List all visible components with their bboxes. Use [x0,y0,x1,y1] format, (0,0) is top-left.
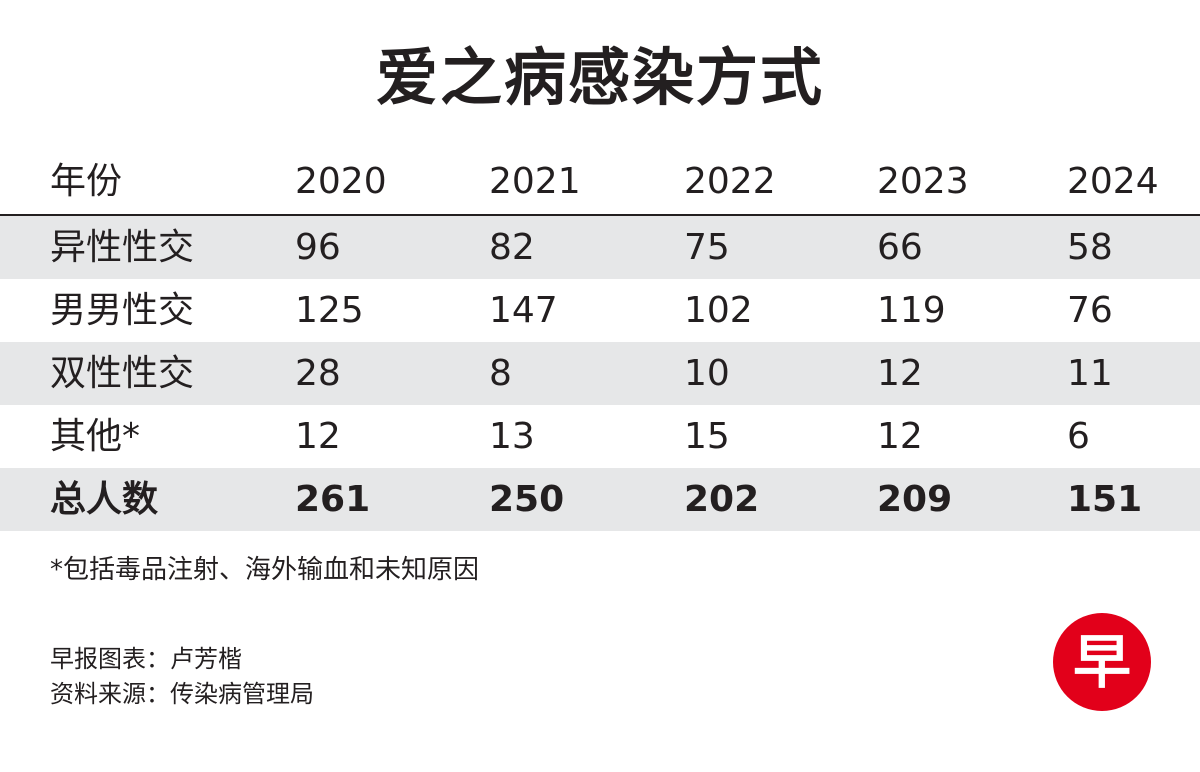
total-cell: 209 [877,478,953,520]
total-cell: 250 [489,478,565,520]
data-cell: 147 [489,289,558,331]
credits: 早报图表：卢芳楷 资料来源：传染病管理局 [50,642,314,712]
row-label: 异性性交 [50,226,195,268]
header-cell-2024: 2024 [1067,161,1159,202]
table-row-homosexual: 男男性交 125 147 102 119 76 [0,279,1200,342]
row-label: 其他* [50,415,141,457]
table-header-row: 年份 2020 2021 2022 2023 2024 [0,150,1200,216]
header-cell-2020: 2020 [295,161,387,202]
logo-circle [1053,613,1151,711]
data-cell: 102 [684,289,753,331]
data-cell: 76 [1067,289,1113,331]
data-cell: 12 [295,415,341,457]
table-row-heterosexual: 异性性交 96 82 75 66 58 [0,216,1200,279]
data-cell: 28 [295,352,341,394]
row-label: 总人数 [50,478,159,520]
data-table: 年份 2020 2021 2022 2023 2024 异性性交 96 82 7… [0,150,1200,531]
logo-glyph: 早 [1073,628,1131,696]
data-cell: 15 [684,415,730,457]
data-cell: 10 [684,352,730,394]
header-cell-2021: 2021 [489,161,581,202]
row-label: 男男性交 [50,289,195,331]
total-cell: 261 [295,478,371,520]
data-cell: 13 [489,415,535,457]
chart-title: 爱之病感染方式 [375,41,824,114]
footnote: *包括毒品注射、海外输血和未知原因 [50,555,480,585]
data-cell: 119 [877,289,946,331]
table-row-bisexual: 双性性交 28 8 10 12 11 [0,342,1200,405]
data-cell: 66 [877,226,923,268]
data-cell: 12 [877,415,923,457]
graphic-credit: 早报图表：卢芳楷 [50,645,242,673]
data-cell: 82 [489,226,535,268]
table-row-other: 其他* 12 13 15 12 6 [0,405,1200,468]
total-cell: 151 [1067,478,1143,520]
data-cell: 75 [684,226,730,268]
header-cell-2023: 2023 [877,161,969,202]
row-label: 双性性交 [50,352,195,394]
header-cell-year: 年份 [50,161,123,202]
zaobao-logo: 早 [1053,613,1151,711]
data-cell: 125 [295,289,364,331]
data-cell: 11 [1067,352,1113,394]
data-cell: 6 [1067,415,1090,457]
data-cell: 12 [877,352,923,394]
data-cell: 8 [489,352,512,394]
total-cell: 202 [684,478,760,520]
source-credit: 资料来源：传染病管理局 [50,680,314,708]
data-cell: 96 [295,226,341,268]
table-row-total: 总人数 261 250 202 209 151 [0,468,1200,531]
data-cell: 58 [1067,226,1113,268]
header-cell-2022: 2022 [684,161,776,202]
